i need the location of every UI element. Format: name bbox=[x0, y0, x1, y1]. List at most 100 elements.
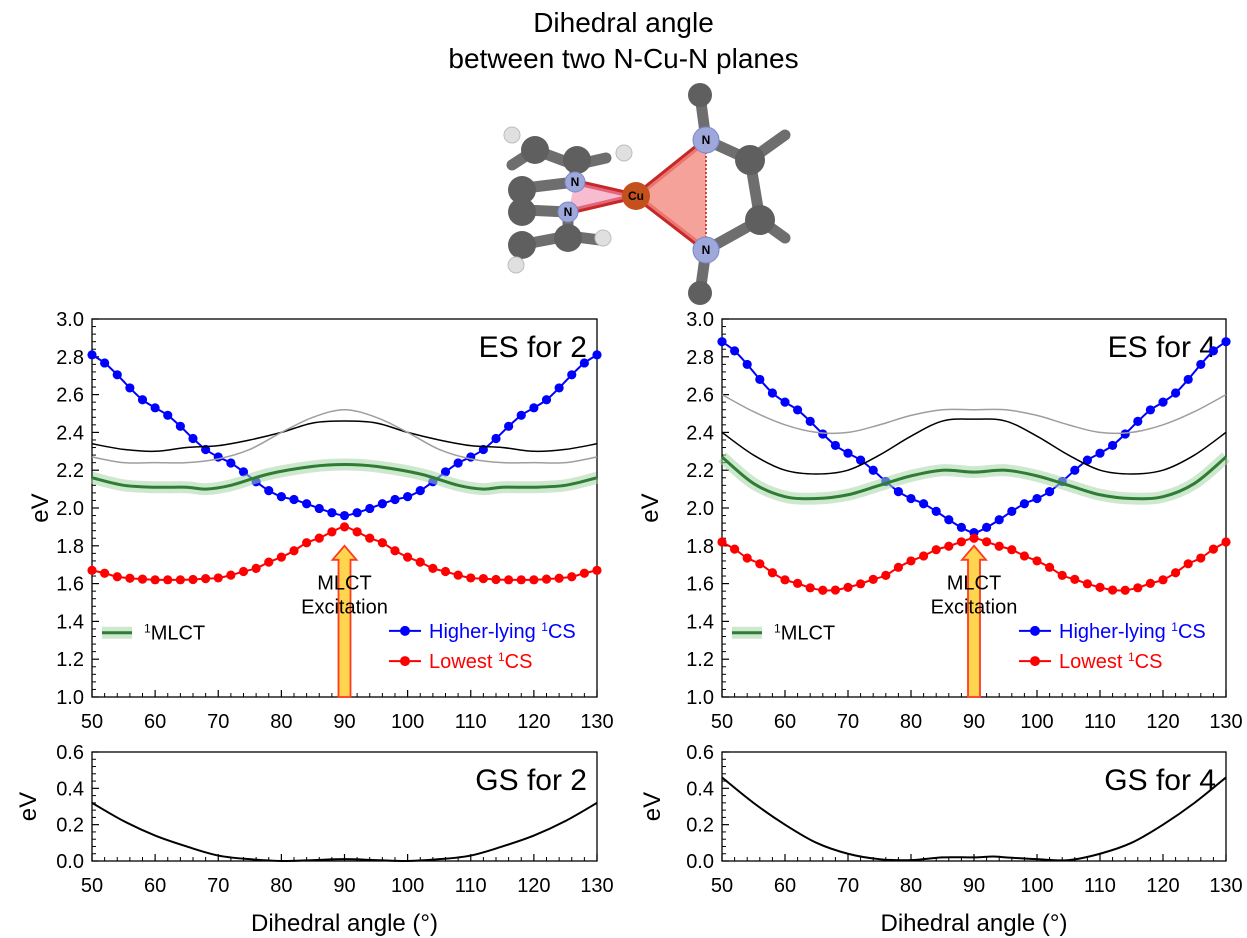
series-upper-gray-line bbox=[721, 393, 1227, 435]
figure-title-line1: Dihedral angle bbox=[533, 7, 714, 38]
series-lowest-point bbox=[87, 565, 97, 575]
series-lowest-point bbox=[1108, 585, 1118, 595]
series-higher-point bbox=[793, 405, 803, 415]
y-tick-label: 1.8 bbox=[686, 536, 714, 558]
molecule-illustration: N N Cu N N bbox=[503, 83, 791, 305]
series-higher-point bbox=[491, 433, 501, 444]
y-tick-label: 1.2 bbox=[686, 649, 714, 671]
series-higher-point bbox=[188, 433, 198, 444]
y-axis-label: eV bbox=[639, 792, 666, 821]
y-tick-label: 3.0 bbox=[686, 309, 714, 331]
series-lowest-point bbox=[251, 563, 261, 573]
series-lowest-point bbox=[125, 573, 135, 583]
series-higher-point bbox=[1045, 487, 1055, 497]
series-lowest-point bbox=[213, 573, 223, 583]
legend-lowest-label: Lowest 1CS bbox=[1059, 650, 1162, 673]
series-lowest-point bbox=[314, 533, 324, 543]
figure-title-line2: between two N-Cu-N planes bbox=[448, 43, 799, 74]
series-higher-point bbox=[856, 455, 866, 465]
annotation-line2: Excitation bbox=[301, 597, 388, 619]
series-lowest-point bbox=[100, 568, 110, 578]
y-tick-label: 2.2 bbox=[686, 460, 714, 482]
series-lowest-point bbox=[1196, 553, 1206, 563]
x-tick-label: 50 bbox=[81, 711, 103, 733]
series-higher-point bbox=[567, 370, 577, 380]
x-tick-label: 80 bbox=[900, 875, 922, 897]
series-lowest-point bbox=[276, 552, 286, 562]
x-tick-label: 80 bbox=[270, 711, 292, 733]
series-lowest-point bbox=[956, 537, 967, 547]
series-lowest-point bbox=[868, 574, 878, 584]
mlct-excitation-arrow bbox=[330, 544, 359, 698]
annotation-line2: Excitation bbox=[931, 597, 1018, 619]
series-lowest-point bbox=[453, 570, 463, 580]
series-lowest-point bbox=[466, 573, 476, 583]
series-lowest-point bbox=[818, 585, 828, 595]
atom-label-n4: N bbox=[702, 243, 711, 257]
series-higher-point bbox=[1221, 337, 1231, 347]
series-lowest-point bbox=[1145, 578, 1155, 588]
x-tick-label: 120 bbox=[517, 875, 550, 897]
atom-label-n2: N bbox=[564, 205, 573, 219]
series-lowest-point bbox=[592, 565, 602, 575]
series-lowest-point bbox=[201, 574, 211, 584]
panel-es4: 1.0 1.2 1.4 1.6 1.8 2.0 2.2 2.4 2.6 2.8 3.0 50 60 70 8… bbox=[637, 309, 1243, 733]
series-higher-point bbox=[504, 421, 514, 431]
series-lowest-point bbox=[504, 575, 514, 585]
series-higher-point bbox=[843, 448, 853, 458]
series-lowest-point bbox=[994, 541, 1004, 551]
series-mlct-line bbox=[721, 455, 1227, 501]
series-higher-point bbox=[730, 346, 740, 356]
series-lowest-point bbox=[856, 579, 866, 589]
series-higher-point bbox=[453, 458, 463, 468]
panel-label: ES for 4 bbox=[1108, 331, 1216, 364]
series-lowest-point bbox=[440, 566, 451, 577]
x-tick-label: 90 bbox=[963, 875, 985, 897]
series-lowest-point bbox=[1133, 583, 1143, 593]
series-higher-point bbox=[805, 416, 815, 426]
x-tick-label: 100 bbox=[391, 875, 424, 897]
series-lowest-point bbox=[969, 533, 979, 543]
legend-mlct-label: 1MLCT bbox=[144, 622, 205, 645]
x-tick-label: 100 bbox=[391, 711, 424, 733]
y-tick-label: 1.0 bbox=[686, 687, 714, 709]
series-higher-point bbox=[541, 395, 552, 405]
series-lowest-point bbox=[843, 582, 853, 592]
series-higher-point bbox=[238, 467, 249, 477]
hydrogen-atoms bbox=[503, 126, 633, 274]
series-lowest-point bbox=[1120, 585, 1130, 595]
x-tick-label: 60 bbox=[144, 875, 166, 897]
y-tick-label: 0.6 bbox=[56, 742, 84, 764]
series-higher-point bbox=[1196, 359, 1206, 370]
x-tick-label: 110 bbox=[1084, 711, 1116, 733]
y-tick-label: 2.0 bbox=[686, 498, 714, 520]
series-lowest-point bbox=[1032, 556, 1042, 566]
series-upper-black-line bbox=[721, 418, 1227, 475]
x-tick-label: 70 bbox=[207, 711, 229, 733]
series-higher-point bbox=[994, 515, 1004, 525]
x-tick-label: 130 bbox=[580, 711, 613, 733]
x-tick-label: 120 bbox=[1146, 875, 1179, 897]
series-upper-gray-line bbox=[91, 408, 598, 464]
series-lowest-point bbox=[403, 552, 413, 562]
series-lowest-point bbox=[1221, 537, 1231, 547]
series-lowest-point bbox=[377, 538, 387, 548]
atom-label-cu: Cu bbox=[628, 189, 644, 203]
atom-labels: N N Cu N N bbox=[564, 133, 711, 257]
series-mlct-glow bbox=[90, 458, 599, 496]
panel-label: GS for 4 bbox=[1104, 764, 1216, 797]
series-higher-point bbox=[830, 440, 841, 451]
series-higher-point bbox=[352, 508, 362, 518]
legend-mlct-label: 1MLCT bbox=[774, 622, 835, 645]
y-tick-label: 3.0 bbox=[56, 309, 84, 331]
n-cu-n-plane-left bbox=[568, 182, 636, 212]
series-lowest-point bbox=[365, 533, 375, 543]
series-higher-point bbox=[1032, 493, 1042, 504]
x-tick-label: 80 bbox=[900, 711, 922, 733]
series-higher-point bbox=[302, 499, 312, 509]
series-lowest-point bbox=[491, 574, 501, 585]
series-higher-point bbox=[818, 429, 828, 439]
carbon-atoms bbox=[508, 83, 775, 305]
x-tick-label: 50 bbox=[711, 875, 733, 897]
series-lowest-point bbox=[730, 544, 740, 554]
